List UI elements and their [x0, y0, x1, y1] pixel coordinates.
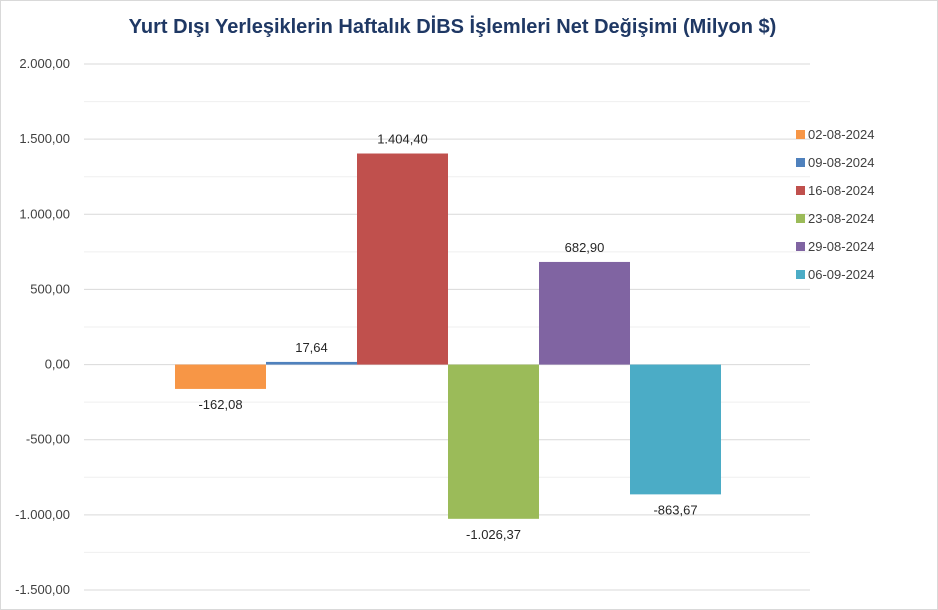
legend-swatch	[796, 214, 805, 223]
data-label: -1.026,37	[466, 527, 521, 542]
bar-09-08-2024	[266, 361, 357, 365]
bar-23-08-2024	[448, 364, 539, 519]
y-tick-label: 1.500,00	[19, 131, 70, 146]
legend-entry: 29-08-2024	[808, 239, 875, 254]
y-tick-label: 1.000,00	[19, 206, 70, 221]
legend-entry: 23-08-2024	[808, 211, 875, 226]
legend-swatch	[796, 186, 805, 195]
data-label: 1.404,40	[377, 132, 428, 147]
data-label: 682,90	[565, 240, 605, 255]
y-tick-label: 0,00	[45, 357, 70, 372]
legend-entry: 16-08-2024	[808, 183, 875, 198]
y-tick-label: 500,00	[30, 281, 70, 296]
legend-swatch	[796, 158, 805, 167]
bar-02-08-2024	[175, 364, 266, 389]
legend-swatch	[796, 242, 805, 251]
bar-06-09-2024	[630, 364, 721, 495]
y-tick-label: -1.000,00	[15, 507, 70, 522]
legend-entry: 02-08-2024	[808, 127, 875, 142]
data-label: 17,64	[295, 340, 328, 355]
legend-swatch	[796, 270, 805, 279]
bar-16-08-2024	[357, 153, 448, 365]
chart-title: Yurt Dışı Yerleşiklerin Haftalık DİBS İş…	[128, 16, 777, 38]
y-tick-label: -1.500,00	[15, 582, 70, 597]
legend-swatch	[796, 130, 805, 139]
legend-entry: 06-09-2024	[808, 267, 875, 282]
data-label: -162,08	[198, 397, 242, 412]
y-tick-label: 2.000,00	[19, 56, 70, 71]
y-tick-label: -500,00	[26, 432, 70, 447]
legend-entry: 09-08-2024	[808, 155, 875, 170]
bar-29-08-2024	[539, 261, 630, 365]
data-label: -863,67	[653, 502, 697, 517]
